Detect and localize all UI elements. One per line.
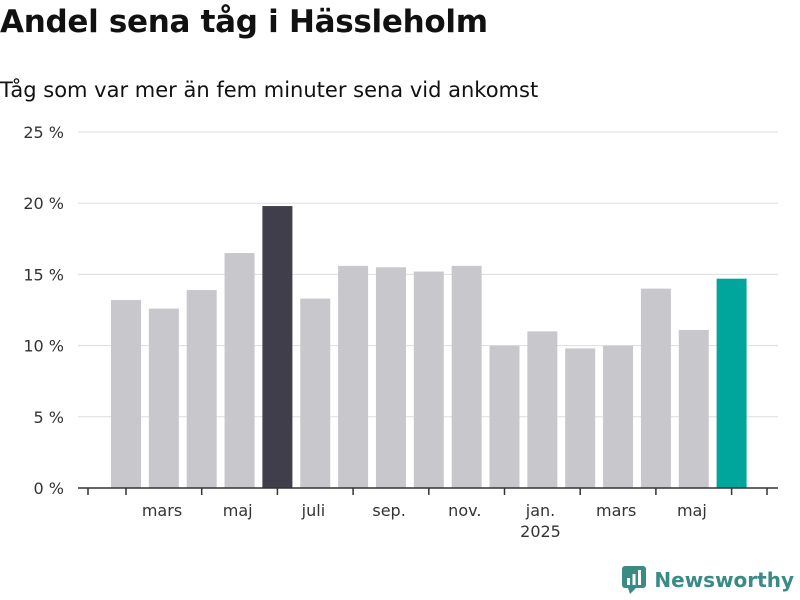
brand-name: Newsworthy bbox=[654, 568, 794, 592]
y-tick-label: 0 % bbox=[34, 479, 64, 498]
x-tick-label: nov. bbox=[448, 501, 481, 520]
x-tick-label: mars bbox=[596, 501, 636, 520]
x-tick-label: juli bbox=[301, 501, 325, 520]
bar bbox=[603, 345, 634, 488]
y-tick-label: 10 % bbox=[23, 337, 64, 356]
bar bbox=[111, 300, 141, 488]
chart-title: Andel sena tåg i Hässleholm bbox=[0, 4, 488, 40]
brand-logo: Newsworthy bbox=[622, 566, 794, 594]
y-tick-label: 15 % bbox=[23, 265, 64, 284]
bar bbox=[640, 288, 671, 488]
x-tick-label: maj bbox=[223, 501, 253, 520]
bar bbox=[300, 298, 331, 488]
x-tick-label: jan. bbox=[525, 501, 555, 520]
bar bbox=[338, 265, 369, 488]
y-tick-label: 5 % bbox=[34, 408, 64, 427]
x-tick-sublabel: 2025 bbox=[520, 522, 561, 541]
x-tick-label: mars bbox=[142, 501, 182, 520]
chart-subtitle: Tåg som var mer än fem minuter sena vid … bbox=[0, 78, 539, 102]
bar bbox=[565, 348, 596, 488]
bar bbox=[489, 345, 520, 488]
bar bbox=[262, 206, 293, 488]
y-tick-label: 20 % bbox=[23, 194, 64, 213]
x-tick-label: sep. bbox=[372, 501, 405, 520]
bar bbox=[527, 331, 558, 488]
x-tick-label: maj bbox=[677, 501, 707, 520]
newsworthy-logo-icon bbox=[622, 566, 647, 594]
bar bbox=[451, 265, 482, 488]
bar bbox=[148, 308, 179, 488]
bar bbox=[224, 253, 255, 488]
bar bbox=[678, 329, 709, 488]
bar-chart: 0 % 5 % 10 % 15 % 20 % 25 % mars maj juli sep. nov… bbox=[23, 123, 778, 541]
y-tick-label: 25 % bbox=[23, 123, 64, 142]
bar bbox=[375, 267, 406, 488]
bar bbox=[716, 278, 747, 488]
bar bbox=[413, 271, 444, 488]
bar bbox=[186, 290, 217, 488]
